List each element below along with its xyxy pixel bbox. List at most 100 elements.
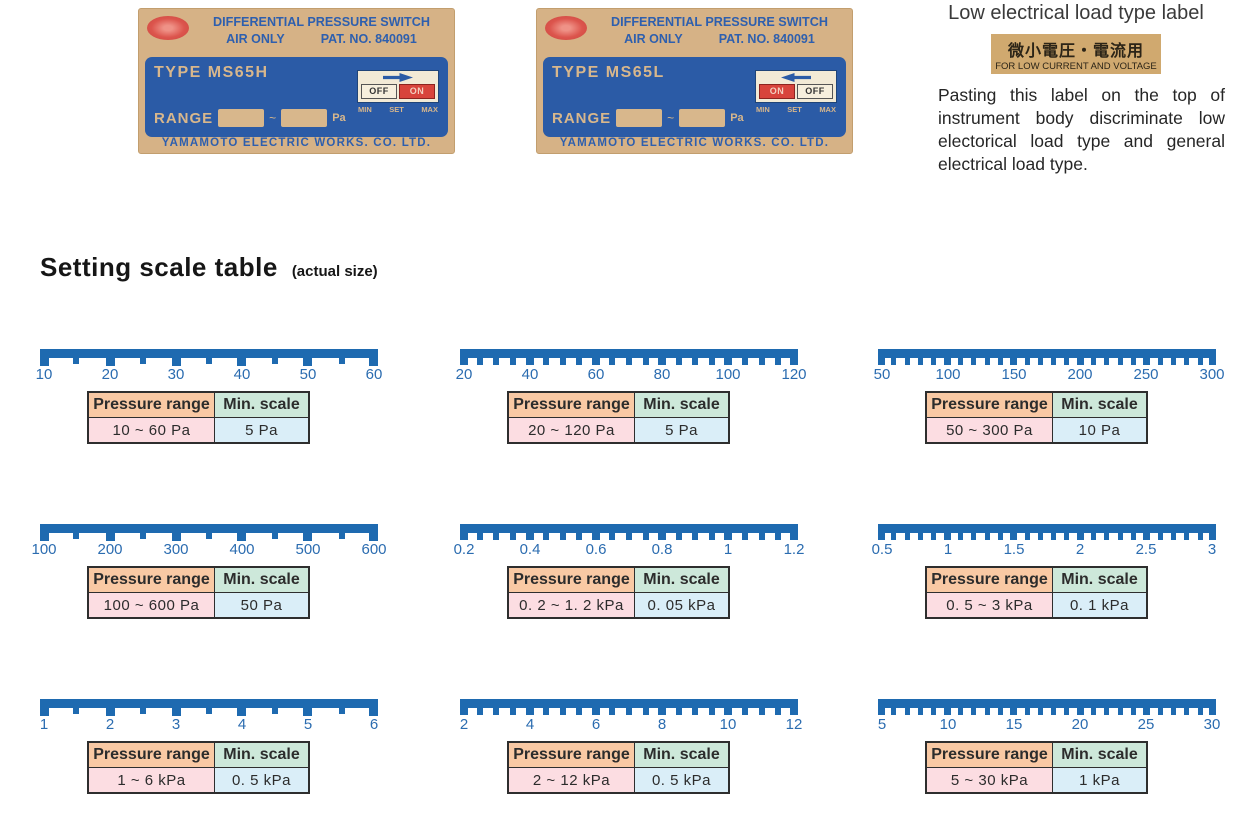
minor-tick	[917, 533, 923, 540]
major-tick	[1142, 708, 1150, 715]
ruler-tick-label: 5	[303, 716, 313, 733]
ruler-tick-label: 0.8	[651, 541, 673, 558]
on-chip: ON	[399, 84, 435, 99]
major-tick	[526, 533, 534, 540]
minor-tick	[1064, 708, 1070, 715]
pressure-range-header: Pressure range	[507, 741, 635, 768]
scale-table: Pressure range Min. scale 20 ~ 120 Pa 5 Pa	[507, 391, 730, 444]
major-tick	[790, 358, 798, 365]
major-tick	[460, 533, 468, 540]
manufacturer-name: YAMAMOTO ELECTRIC WORKS. CO. LTD.	[559, 137, 830, 149]
pressure-range-value: 10 ~ 60 Pa	[87, 417, 215, 444]
major-tick	[944, 533, 952, 540]
minor-tick	[509, 708, 516, 715]
major-tick	[171, 533, 181, 541]
minor-tick	[971, 708, 977, 715]
minor-tick	[73, 358, 80, 364]
pressure-range-value: 1 ~ 6 kPa	[87, 767, 215, 794]
sticker-japanese-text: 微小電圧・電流用	[1007, 43, 1144, 60]
range-label: RANGE	[154, 109, 214, 127]
major-tick	[460, 358, 468, 365]
label-header: DIFFERENTIAL PRESSURE SWITCH AIR ONLY PA…	[537, 9, 852, 46]
minor-tick	[1117, 358, 1123, 365]
ruler-tick-label: 200	[97, 541, 123, 558]
major-tick	[40, 533, 49, 541]
major-tick	[237, 358, 247, 366]
major-tick	[1010, 708, 1018, 715]
range-row: RANGE ~ Pa	[154, 109, 346, 127]
max-label: MAX	[421, 105, 438, 114]
minor-tick	[338, 533, 345, 539]
ruler-tick-label: 60	[587, 366, 605, 383]
ruler-tick-label: 0.4	[519, 541, 541, 558]
minor-tick	[758, 708, 765, 715]
minor-tick	[709, 358, 715, 365]
ruler-tick-label: 1	[39, 716, 49, 733]
pressure-scale-ruler: 10 20 30 40 50 60	[36, 349, 382, 387]
major-tick	[1142, 533, 1150, 540]
minor-tick	[1131, 533, 1137, 540]
minor-tick	[891, 358, 897, 365]
pressure-range-header: Pressure range	[925, 741, 1053, 768]
major-tick	[1209, 708, 1216, 715]
air-only-text: AIR ONLY	[226, 32, 285, 46]
minor-tick	[957, 358, 963, 365]
minor-tick	[775, 358, 782, 365]
major-tick	[1209, 533, 1216, 540]
pressure-range-header: Pressure range	[925, 391, 1053, 418]
major-tick	[1209, 358, 1216, 365]
minor-tick	[543, 533, 549, 540]
pressure-scale-ruler: 2 4 6 8 10 12	[460, 699, 802, 737]
pressure-scale-ruler: 0.5 1 1.5 2 2.5 3	[872, 524, 1216, 562]
range-blank-field	[218, 109, 265, 127]
ruler-tick-label: 10	[35, 366, 53, 383]
minor-tick	[904, 708, 910, 715]
ruler-tick-label: 30	[1203, 716, 1221, 733]
ruler-tick-label: 100	[935, 366, 961, 383]
indicator-panel: ON OFF	[755, 70, 837, 103]
major-tick	[369, 708, 378, 716]
minor-tick	[984, 358, 990, 365]
arrow-right-icon	[383, 73, 413, 82]
min-scale-header: Min. scale	[214, 741, 310, 768]
major-tick	[790, 533, 798, 540]
minor-tick	[1037, 708, 1043, 715]
major-tick	[303, 708, 313, 716]
pressure-range-header: Pressure range	[87, 741, 215, 768]
minor-tick	[493, 358, 500, 365]
minor-tick	[206, 533, 212, 539]
minor-tick	[272, 358, 279, 364]
minor-tick	[1197, 358, 1203, 365]
minor-tick	[509, 358, 516, 365]
minor-tick	[626, 708, 632, 715]
label-header-text: DIFFERENTIAL PRESSURE SWITCH AIR ONLY PA…	[195, 14, 448, 46]
minor-tick	[1197, 533, 1203, 540]
minor-tick	[1091, 708, 1097, 715]
min-scale-header: Min. scale	[214, 391, 310, 418]
minor-tick	[609, 358, 616, 365]
minor-tick	[997, 708, 1003, 715]
scale-table: Pressure range Min. scale 5 ~ 30 kPa 1 kPa	[925, 741, 1148, 794]
major-tick	[944, 358, 952, 365]
pressure-scale-ruler: 0.2 0.4 0.6 0.8 1 1.2	[454, 524, 804, 562]
label-subtitle-row: AIR ONLY PAT. NO. 840091	[593, 32, 846, 46]
ruler-bar	[878, 524, 1216, 533]
type-designation: TYPE MS65H	[154, 64, 269, 81]
scale-table: Pressure range Min. scale 10 ~ 60 Pa 5 Pa	[87, 391, 310, 444]
section-title: Setting scale table	[40, 252, 278, 282]
section-heading: Setting scale table (actual size)	[40, 252, 378, 283]
range-tilde: ~	[269, 111, 277, 125]
ruler-tick-label: 2	[105, 716, 115, 733]
ruler-tick-label: 500	[295, 541, 321, 558]
scale-table: Pressure range Min. scale 1 ~ 6 kPa 0. 5 k…	[87, 741, 310, 794]
ruler-tick-label: 0.6	[585, 541, 607, 558]
scale-table: Pressure range Min. scale 2 ~ 12 kPa 0. 5 …	[507, 741, 730, 794]
ruler-tick-label: 5	[877, 716, 887, 733]
minor-tick	[1037, 358, 1043, 365]
scale-block-2-12kpa: 2 4 6 8 10 12 Pressure range Min. scale 2 ~ 12…	[460, 699, 802, 794]
ruler-tick-label: 25	[1137, 716, 1155, 733]
ruler-tick-label: 0.5	[871, 541, 893, 558]
ruler-tick-label: 400	[229, 541, 255, 558]
major-tick	[460, 708, 468, 715]
